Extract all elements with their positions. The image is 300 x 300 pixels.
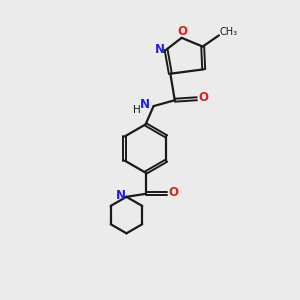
Text: H: H bbox=[134, 105, 141, 115]
Text: N: N bbox=[140, 98, 150, 111]
Text: O: O bbox=[168, 187, 178, 200]
Text: N: N bbox=[116, 188, 126, 202]
Text: N: N bbox=[154, 43, 165, 56]
Text: O: O bbox=[177, 25, 187, 38]
Text: CH₃: CH₃ bbox=[219, 27, 237, 38]
Text: O: O bbox=[198, 92, 208, 104]
